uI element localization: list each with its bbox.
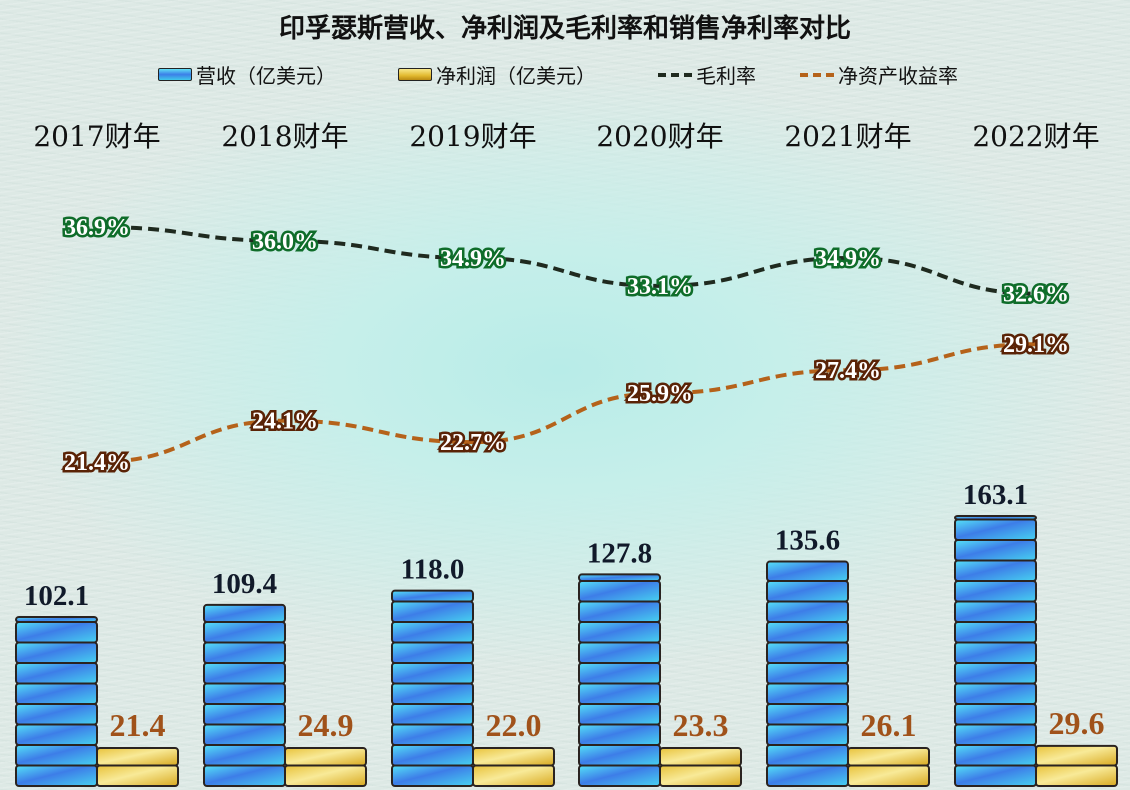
revenue-bar[interactable] [15,615,98,787]
category-label: 2022财年 [972,120,1100,153]
net-profit-bar[interactable] [847,747,930,787]
category-label: 2018财年 [221,120,349,153]
gross-margin-label: 36.9% [64,215,130,241]
gross-margin-label: 32.6% [1003,282,1069,308]
bar-series [15,515,1118,787]
revenue-bar[interactable] [954,515,1037,787]
net-profit-swatch-icon [398,68,432,81]
roe-line-icon [800,72,834,77]
net-profit-value-label: 26.1 [861,707,917,743]
roe-label: 24.1% [252,409,318,435]
net-profit-bar[interactable] [472,747,555,787]
revenue-value-label: 135.6 [775,525,840,557]
gross-margin-label: 34.9% [815,246,881,272]
roe-line[interactable] [96,342,1037,464]
revenue-value-label: 127.8 [587,537,652,569]
legend-item-revenue[interactable]: 营收（亿美元） [158,60,336,89]
net-profit-value-label: 24.9 [298,707,354,743]
revenue-value-label: 163.1 [963,479,1028,511]
roe-label: 21.4% [64,450,130,476]
category-axis: 2017财年 2018财年 2019财年 2020财年 2021财年 2022财… [0,115,1130,155]
chart-title: 印孚瑟斯营收、净利润及毛利率和销售净利率对比 [278,14,851,44]
revenue-value-label: 118.0 [401,554,465,586]
gross-margin-label: 34.9% [440,246,506,272]
revenue-swatch-icon [158,68,192,81]
legend-item-net-profit[interactable]: 净利润（亿美元） [398,60,596,89]
gross-margin-line-icon [658,72,692,77]
revenue-value-label: 102.1 [24,580,89,612]
revenue-bar[interactable] [391,589,474,787]
category-label: 2017财年 [33,120,161,153]
net-profit-bar[interactable] [284,747,367,787]
revenue-bar[interactable] [766,560,849,787]
revenue-bar[interactable] [578,573,661,787]
line-series [96,225,1037,464]
roe-label: 25.9% [627,381,693,407]
legend-label: 营收（亿美元） [196,64,336,88]
legend-label: 净资产收益率 [838,64,958,88]
net-profit-bar[interactable] [1035,744,1118,787]
gross-margin-line[interactable] [96,225,1037,296]
net-profit-bar[interactable] [96,747,179,787]
legend: 营收（亿美元） 净利润（亿美元） 毛利率 净资产收益率 [0,60,1130,90]
gross-margin-label: 33.1% [627,274,693,300]
roe-label: 29.1% [1003,332,1069,358]
category-label: 2021财年 [784,120,912,153]
net-profit-value-label: 23.3 [673,707,729,743]
net-profit-value-label: 22.0 [486,707,542,743]
revenue-bar[interactable] [203,603,286,787]
category-label: 2019财年 [409,120,537,153]
legend-label: 毛利率 [696,64,756,88]
gross-margin-label: 36.0% [252,229,318,255]
legend-label: 净利润（亿美元） [436,64,596,88]
roe-label: 27.4% [815,358,881,384]
net-profit-bar[interactable] [659,747,742,787]
roe-label: 22.7% [440,430,506,456]
revenue-value-label: 109.4 [212,568,277,600]
net-profit-value-label: 29.6 [1049,705,1105,741]
data-labels: 102.1 21.4 109.4 24.9 118.0 22.0 127.8 23.3 135.… [24,213,1105,744]
legend-item-gross-margin[interactable]: 毛利率 [658,60,756,89]
legend-item-roe[interactable]: 净资产收益率 [800,60,958,89]
net-profit-value-label: 21.4 [110,707,166,743]
category-label: 2020财年 [596,120,724,153]
